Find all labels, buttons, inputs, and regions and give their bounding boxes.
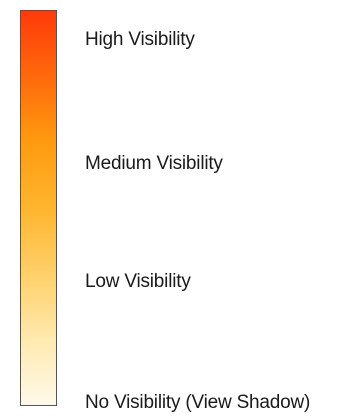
legend-label-medium: Medium Visibility	[85, 153, 223, 174]
legend-label-none: No Visibility (View Shadow)	[85, 392, 311, 413]
legend-label-low: Low Visibility	[85, 271, 191, 292]
legend-label-high: High Visibility	[85, 29, 195, 50]
visibility-gradient-bar	[20, 10, 57, 406]
